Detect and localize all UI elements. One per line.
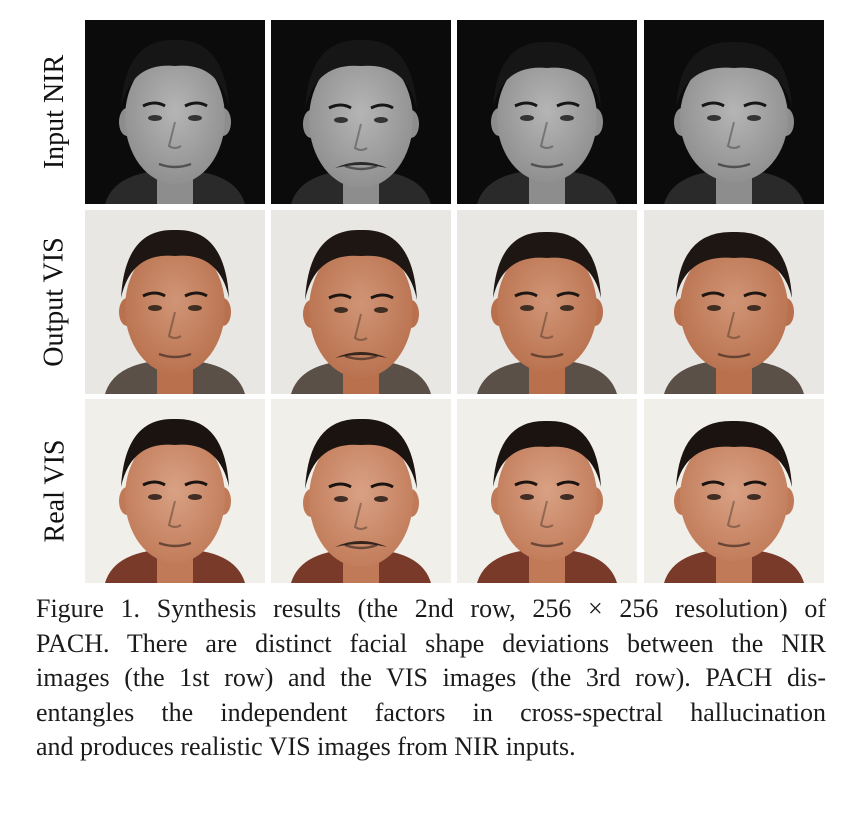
caption-line: PACH. There are distinct facial shape de…	[36, 628, 826, 658]
face-image-output-vis-2	[271, 210, 451, 394]
caption-line: Figure 1. Synthesis results (the 2nd row…	[36, 594, 826, 623]
face-image-real-vis-1	[85, 399, 265, 583]
face-image-input-nir-4	[644, 20, 824, 204]
face-image-real-vis-4	[644, 399, 824, 583]
figure-1: Input NIR Output VIS Real VIS	[39, 20, 824, 583]
face-image-input-nir-2	[271, 20, 451, 204]
row-label-input-nir: Input NIR	[39, 54, 71, 170]
figure-caption: Figure 1. Synthesis results (the 2nd row…	[36, 592, 826, 765]
caption-line: entangles the independent factors in cro…	[36, 697, 826, 727]
face-image-real-vis-3	[457, 399, 637, 583]
row-label-real-vis: Real VIS	[39, 439, 71, 543]
caption-line: images (the 1st row) and the VIS images …	[36, 663, 826, 692]
face-image-output-vis-4	[644, 210, 824, 394]
face-image-real-vis-2	[271, 399, 451, 583]
face-image-input-nir-3	[457, 20, 637, 204]
face-image-input-nir-1	[85, 20, 265, 204]
row-label-output-vis: Output VIS	[39, 237, 71, 367]
face-image-output-vis-1	[85, 210, 265, 394]
face-image-output-vis-3	[457, 210, 637, 394]
caption-line: and produces realistic VIS images from N…	[36, 732, 576, 761]
